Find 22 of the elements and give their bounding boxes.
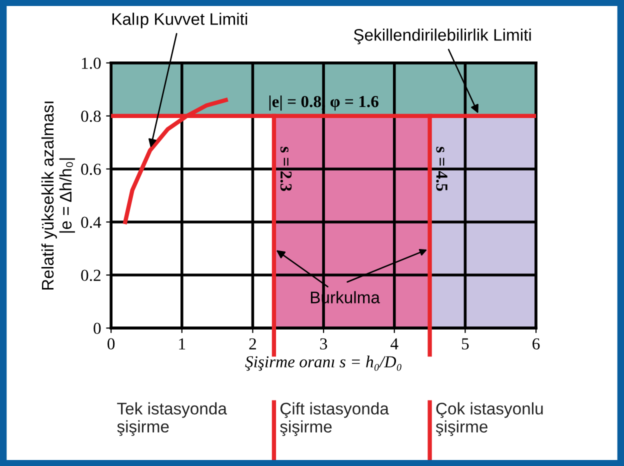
x-tick-label: 6 bbox=[532, 338, 540, 350]
annotation: Şekillendirilebilirlik Limiti bbox=[354, 28, 531, 44]
y-tick-label: 0.2 bbox=[81, 270, 100, 282]
text: Çok istasyonlu şişirme bbox=[436, 402, 543, 436]
x-axis-title: Şişirme oranı s = h₀/D₀ bbox=[245, 356, 402, 371]
y-tick-label: 0 bbox=[94, 322, 101, 334]
x-tick-label: 4 bbox=[390, 338, 398, 350]
text: Tek istasyonda şişirme bbox=[117, 402, 227, 436]
ref-line-label: s = 2.3 bbox=[280, 146, 292, 191]
x-tick-label: 2 bbox=[249, 338, 256, 350]
text: Çift istasyonda şişirme bbox=[280, 402, 389, 436]
y-tick-label: 0.4 bbox=[81, 216, 102, 228]
y-tick-label: 0.6 bbox=[81, 164, 101, 175]
annotation: Kalıp Kuvvet Limiti bbox=[112, 12, 248, 28]
x-tick-label: 3 bbox=[320, 338, 328, 350]
y-tick-label: 1.0 bbox=[82, 58, 101, 69]
x-tick-label: 1 bbox=[179, 338, 186, 350]
x-tick-label: 0 bbox=[108, 338, 115, 350]
y-tick-label: 0.8 bbox=[81, 110, 101, 122]
ref-line-label: s = 4.5 bbox=[436, 146, 448, 191]
y-axis-title: Relatif yükseklik azalması |e = Δh/h₀| bbox=[41, 102, 75, 290]
x-tick-label: 5 bbox=[462, 338, 469, 350]
